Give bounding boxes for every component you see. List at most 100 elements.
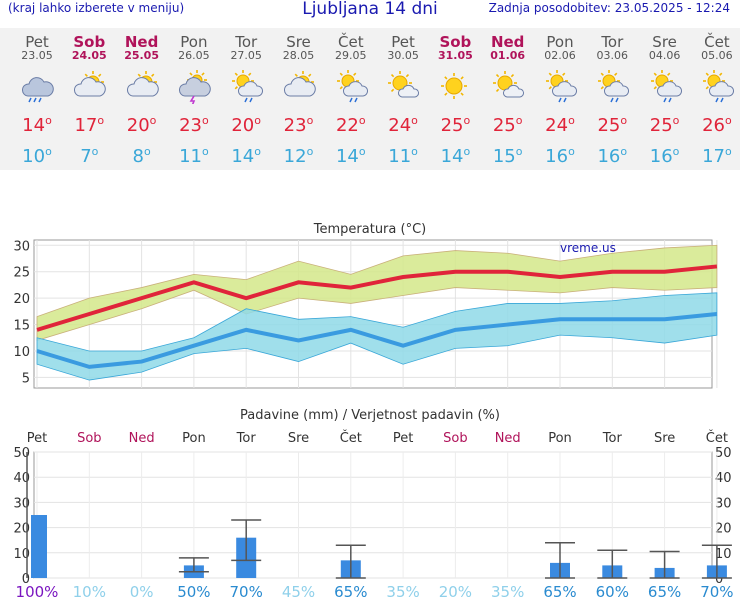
day-name: Ned	[124, 33, 159, 51]
temp-max: 22o	[335, 114, 366, 136]
forecast-day: Čet 05.06 26o 17o	[691, 28, 740, 168]
forecast-day: Pet 30.05 24o 11o	[377, 28, 429, 168]
temp-max: 25o	[440, 114, 471, 136]
temp-max: 25o	[597, 114, 628, 136]
day-label: Pet	[27, 431, 47, 446]
day-name: Pon	[546, 33, 574, 51]
day-label: Sre	[288, 431, 309, 446]
precip-probability: 0%	[130, 583, 154, 600]
day-label: Tor	[236, 431, 257, 446]
y-tick-label-right: 50	[715, 446, 732, 461]
region-hint[interactable]: (kraj lahko izberete v meniju)	[8, 1, 185, 15]
day-name: Pon	[180, 33, 208, 51]
max-temp-line	[36, 264, 718, 332]
temp-min: 10o	[22, 145, 52, 167]
day-date: 05.06	[701, 49, 733, 62]
day-date: 02.06	[544, 49, 576, 62]
day-name: Sre	[286, 33, 311, 51]
day-label: Sre	[654, 431, 675, 446]
precip-probability: 65%	[334, 583, 367, 600]
precip-probability: 45%	[282, 583, 315, 600]
y-tick-label-right: 20	[715, 522, 732, 537]
y-tick-label-left: 10	[13, 547, 30, 562]
temp-min: 16o	[545, 145, 575, 167]
temp-max: 24o	[545, 114, 575, 136]
y-tick-label: 5	[22, 371, 30, 386]
precip-probability: 20%	[439, 583, 472, 600]
forecast-day: Sre 28.05 23o 12o	[273, 28, 325, 168]
day-name: Čet	[704, 33, 730, 51]
day-date: 29.05	[335, 49, 367, 62]
temp-max: 25o	[492, 114, 523, 136]
min-temp-line	[36, 312, 718, 369]
y-tick-label-left: 20	[13, 522, 30, 537]
temp-min: 8o	[132, 145, 151, 167]
temp-min: 14o	[440, 145, 471, 167]
forecast-day: Tor 03.06 25o 16o	[586, 28, 638, 168]
sun-small-cloud-icon	[482, 70, 534, 102]
day-name: Sob	[439, 33, 472, 51]
temp-max: 20o	[231, 114, 261, 136]
forecast-day: Ned 25.05 20o 8o	[116, 28, 168, 168]
sun-icon	[429, 70, 481, 102]
temp-max: 25o	[649, 114, 680, 136]
day-name: Sob	[73, 33, 106, 51]
day-label: Pon	[548, 431, 572, 446]
forecast-strip: Pet 23.05 14o 10o Sob 24.05 17o 7o Ned 25.05 20o 8o…	[0, 28, 740, 170]
sun-cloud-rain-icon	[325, 70, 377, 103]
day-name: Čet	[338, 33, 364, 51]
temp-max: 23o	[179, 114, 209, 136]
y-tick-label: 30	[13, 239, 30, 254]
partly-cloudy-icon	[63, 70, 115, 102]
day-name: Ned	[490, 33, 525, 51]
temp-min: 16o	[597, 145, 628, 167]
day-label: Ned	[129, 431, 155, 446]
temp-max: 17o	[74, 114, 105, 136]
day-name: Tor	[235, 33, 258, 51]
sun-cloud-rain-icon	[586, 70, 638, 103]
chart-title: Padavine (mm) / Verjetnost padavin (%)	[240, 408, 500, 423]
header: (kraj lahko izberete v meniju) Ljubljana…	[0, 0, 740, 20]
temp-min: 12o	[283, 145, 314, 167]
forecast-day: Čet 29.05 22o 14o	[325, 28, 377, 168]
y-tick-label-right: 10	[715, 547, 732, 562]
temp-min: 14o	[231, 145, 261, 167]
day-date: 24.05	[71, 49, 107, 62]
day-date: 23.05	[21, 49, 53, 62]
temp-min: 11o	[179, 145, 209, 167]
day-name: Pet	[25, 33, 49, 51]
temp-min: 7o	[80, 145, 99, 167]
temp-max: 24o	[388, 114, 418, 136]
precip-probability: 60%	[596, 583, 629, 600]
watermark: vreme.us	[560, 241, 616, 255]
y-tick-label: 20	[13, 292, 30, 307]
precip-probability: 65%	[648, 583, 681, 600]
temp-max: 14o	[22, 114, 52, 136]
forecast-day: Tor 27.05 20o 14o	[220, 28, 272, 168]
temp-min: 14o	[335, 145, 366, 167]
forecast-day: Sre 04.06 25o 16o	[639, 28, 691, 168]
forecast-day: Pon 02.06 24o 16o	[534, 28, 586, 168]
temp-min: 15o	[492, 145, 523, 167]
day-label: Sob	[443, 431, 467, 446]
y-tick-label-right: 0	[715, 572, 723, 587]
precip-probability: 70%	[230, 583, 263, 600]
precip-probability: 35%	[386, 583, 419, 600]
sun-cloud-rain-icon	[534, 70, 586, 103]
day-date: 25.05	[124, 49, 159, 62]
day-label: Sob	[77, 431, 101, 446]
day-name: Sre	[652, 33, 677, 51]
sun-cloud-rain-icon	[220, 70, 272, 103]
day-date: 28.05	[282, 49, 315, 62]
y-tick-label: 10	[13, 345, 30, 360]
day-label: Pet	[393, 431, 413, 446]
partly-cloudy-icon	[273, 70, 325, 102]
day-label: Ned	[495, 431, 521, 446]
day-label: Pon	[182, 431, 206, 446]
precip-bar	[31, 515, 47, 578]
chart-title: Temperatura (°C)	[313, 222, 426, 237]
forecast-day: Pon 26.05 23o 11o	[168, 28, 220, 168]
day-name: Tor	[601, 33, 624, 51]
day-date: 03.06	[596, 49, 629, 62]
last-update: Zadnja posodobitev: 23.05.2025 - 12:24	[488, 1, 730, 15]
